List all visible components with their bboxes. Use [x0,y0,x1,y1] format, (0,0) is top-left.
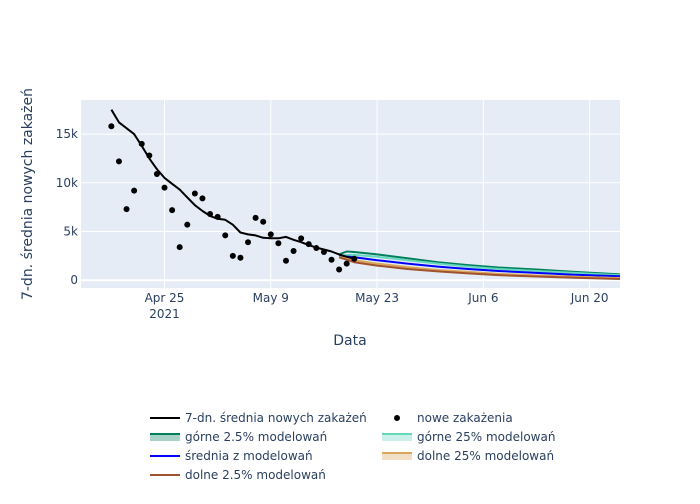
series-line [338,256,621,280]
legend-label: 7-dn. średnia nowych zakażeń [185,411,367,425]
points-layer [108,123,358,273]
x-tick-year: 2021 [149,307,180,321]
series-layer [110,109,621,280]
data-point [305,241,312,248]
y-tick-label: 15k [56,127,78,141]
legend-item: dolne 25% modelowań [382,449,554,463]
legend-item: górne 2.5% modelowań [150,430,327,444]
data-point [161,184,168,191]
legend-item: dolne 2.5% modelowań [150,468,326,482]
y-tick-label: 10k [56,176,78,190]
legend: 7-dn. średnia nowych zakażeń nowe zakażen… [150,411,555,482]
x-tick-label: Apr 25 [145,291,185,305]
x-tick-label: May 23 [355,291,399,305]
data-point [184,221,191,228]
legend-swatch [394,415,400,421]
legend-label: średnia z modelowań [185,449,313,463]
legend-swatch [382,453,412,460]
x-axis-label: Data [333,333,366,349]
series-line [339,253,621,277]
data-point [282,257,289,264]
data-point [191,190,198,197]
x-tick-label: May 9 [253,291,289,305]
legend-item: górne 25% modelowań [382,430,555,444]
data-point [176,244,183,251]
data-point [351,255,358,262]
data-point [169,207,176,214]
legend-item: 7-dn. średnia nowych zakażeń [150,411,367,425]
y-axis-ticks: 0 5k 10k 15k [56,127,78,287]
data-point [237,254,244,261]
data-point [207,210,214,217]
legend-swatch [382,434,412,441]
legend-item: nowe zakażenia [394,411,513,425]
y-tick-label: 5k [63,225,78,239]
legend-label: nowe zakażenia [417,411,513,425]
data-point [267,231,274,238]
y-axis-label: 7-dn. średnia nowych zakażeń [20,88,36,300]
series-line [339,254,621,278]
data-point [108,123,115,130]
data-point [336,266,343,273]
legend-label: górne 2.5% modelowań [185,430,327,444]
data-point [260,218,267,225]
legend-item: średnia z modelowań [150,449,313,463]
data-point [199,195,206,202]
x-axis-ticks: Apr 25 May 9 May 23 Jun 6 Jun 20 [145,291,609,305]
data-point [343,260,350,267]
data-point [252,214,259,221]
legend-label: dolne 2.5% modelowań [185,468,326,482]
data-point [290,247,297,254]
data-point [328,256,335,263]
data-point [131,187,138,194]
legend-swatch [150,434,180,441]
legend-label: dolne 25% modelowań [417,449,554,463]
data-point [123,206,130,213]
data-point [313,245,320,252]
data-point [222,232,229,239]
y-tick-label: 0 [70,273,78,287]
data-point [214,213,221,220]
data-point [138,140,145,147]
data-point [275,240,282,247]
x-tick-label: Jun 20 [570,291,609,305]
x-tick-label: Jun 6 [467,291,498,305]
data-point [115,158,122,165]
data-point [153,171,160,178]
legend-label: górne 25% modelowań [417,430,555,444]
data-point [229,252,236,259]
data-point [298,235,305,242]
data-point [146,152,153,159]
data-point [245,239,252,246]
data-point [320,248,327,255]
series-line [338,250,621,276]
